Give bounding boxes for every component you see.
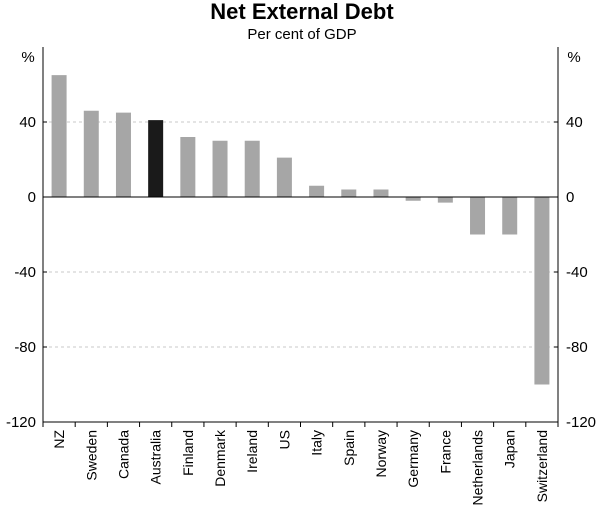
x-tick-label-canada: Canada: [115, 430, 131, 479]
x-tick-label-france: France: [437, 430, 453, 474]
bar-ireland: [244, 140, 260, 197]
bar-us: [276, 157, 292, 197]
bar-japan: [502, 197, 518, 235]
axes: [42, 47, 559, 427]
x-tick-label-japan: Japan: [502, 430, 518, 468]
x-tick-label-switzerland: Switzerland: [534, 430, 550, 502]
x-tick-label-ireland: Ireland: [244, 430, 260, 473]
x-tick-label-nz: NZ: [51, 430, 67, 449]
y-tick-label-left: -80: [14, 339, 36, 356]
y-axis-unit-left: %: [21, 49, 34, 66]
y-tick-label-left: 40: [19, 114, 36, 131]
y-tick-label-right: 40: [566, 114, 583, 131]
x-tick-label-sweden: Sweden: [83, 430, 99, 481]
x-tick-label-denmark: Denmark: [212, 429, 228, 487]
chart-title: Net External Debt: [210, 0, 394, 24]
x-tick-label-germany: Germany: [405, 430, 421, 488]
y-axis-unit-right: %: [567, 49, 580, 66]
y-tick-label-left: -120: [6, 414, 36, 431]
y-tick-label-left: -40: [14, 264, 36, 281]
bar-australia: [148, 120, 164, 197]
x-tick-label-italy: Italy: [309, 430, 325, 456]
y-tick-label-right: -80: [566, 339, 588, 356]
bar-nz: [51, 75, 67, 197]
bar-canada: [115, 112, 131, 197]
bar-italy: [309, 185, 325, 197]
x-tick-label-spain: Spain: [341, 430, 357, 466]
bar-denmark: [212, 140, 228, 197]
bar-france: [437, 197, 453, 203]
x-tick-label-norway: Norway: [373, 430, 389, 477]
y-tick-label-right: -120: [566, 414, 596, 431]
y-tick-label-right: 0: [566, 189, 574, 206]
bar-finland: [180, 137, 196, 197]
y-tick-label-left: 0: [28, 189, 36, 206]
bar-netherlands: [470, 197, 486, 235]
bar-sweden: [83, 110, 99, 197]
x-tick-labels: NZ Sweden Canada Australia Finland Denmark Ire…: [51, 429, 550, 505]
x-tick-label-us: US: [276, 430, 292, 449]
x-tick-label-netherlands: Netherlands: [470, 430, 486, 506]
bar-norway: [373, 189, 389, 197]
x-tick-label-finland: Finland: [180, 430, 196, 476]
bars: [51, 75, 550, 385]
chart-subtitle: Per cent of GDP: [247, 26, 356, 43]
x-tick-label-australia: Australia: [148, 430, 164, 485]
bar-switzerland: [534, 197, 550, 385]
y-tick-label-right: -40: [566, 264, 588, 281]
bar-spain: [341, 189, 357, 197]
y-tick-labels: 40 40 0 0 -40 -40 -80 -80 -120 -120: [6, 114, 596, 431]
bar-germany: [405, 197, 421, 201]
